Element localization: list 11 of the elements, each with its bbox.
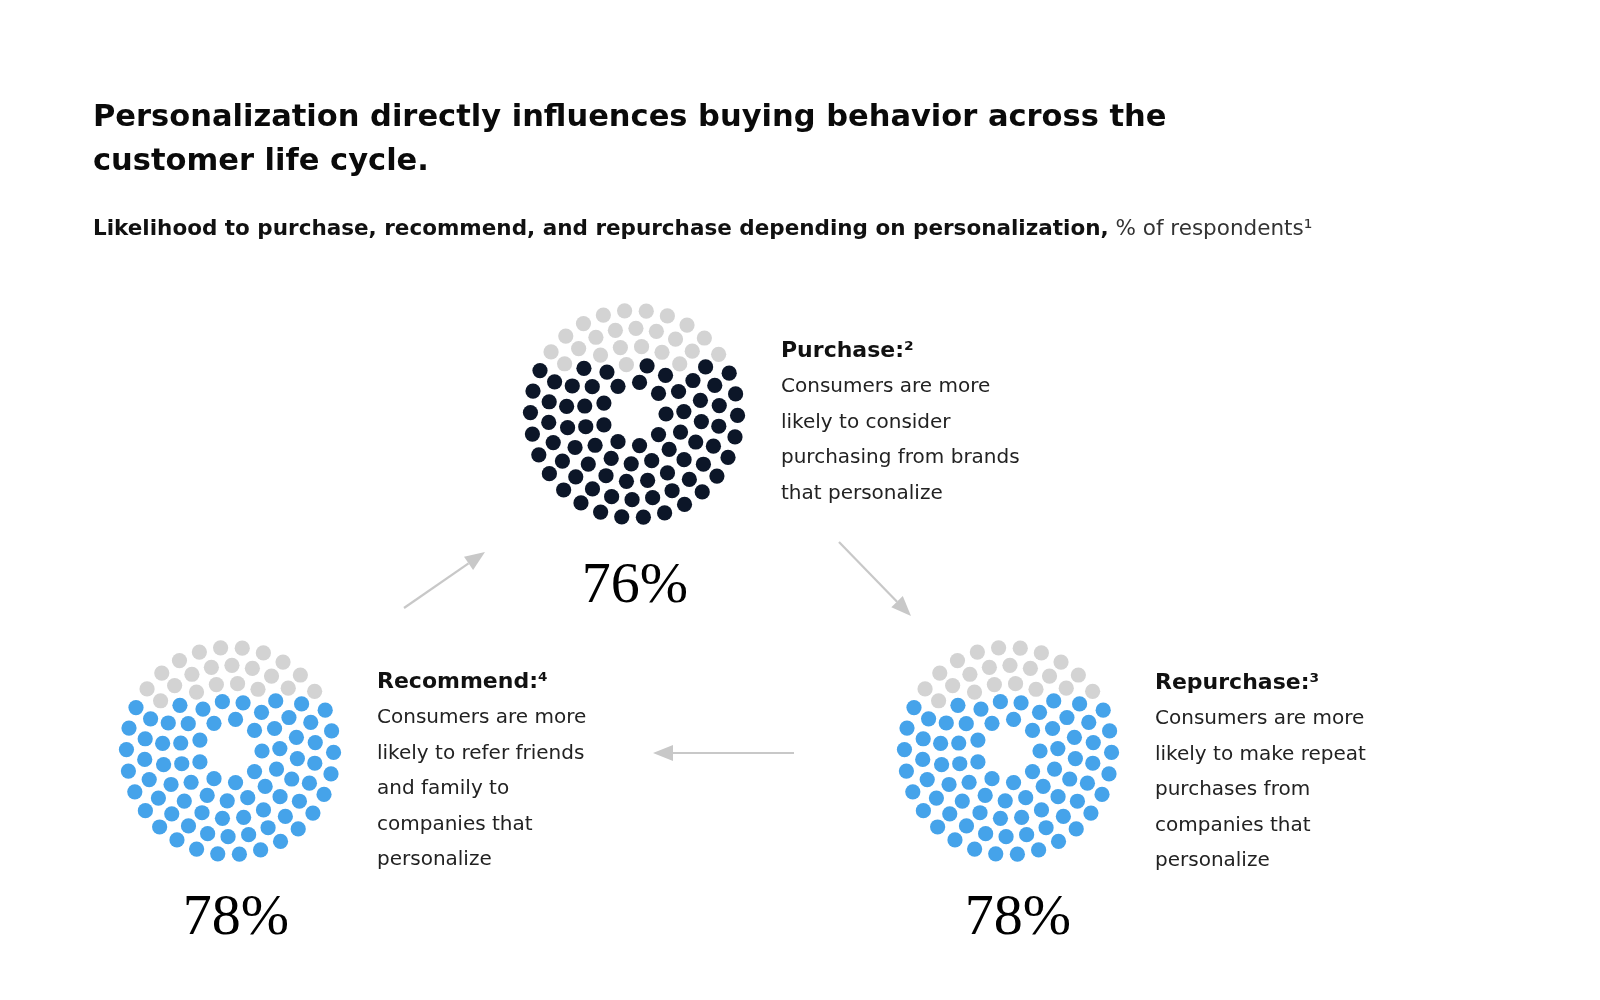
category-label: Recommend:⁴: [377, 667, 548, 695]
text: Personalization directly influences buying behavior across the customer life cycle.: [93, 97, 1168, 179]
text: Likelihood to purchase, recommend, and repurchase depending on personalization, % of respondents¹: [93, 215, 1313, 240]
category-label: Purchase:²: [781, 336, 914, 364]
text: Consumers are more likely to make repeat purchases from companies that personalize: [1155, 704, 1367, 874]
category-label: Repurchase:³: [1155, 668, 1320, 696]
text: Consumers are more likely to consider purchasing from brands that personalize: [781, 372, 1021, 506]
data-label: 76%: [580, 549, 690, 617]
text: Consumers are more likely to refer friends and family to companies that personalize: [377, 703, 588, 873]
data-label: 78%: [181, 881, 291, 949]
data-label: 78%: [963, 881, 1073, 949]
